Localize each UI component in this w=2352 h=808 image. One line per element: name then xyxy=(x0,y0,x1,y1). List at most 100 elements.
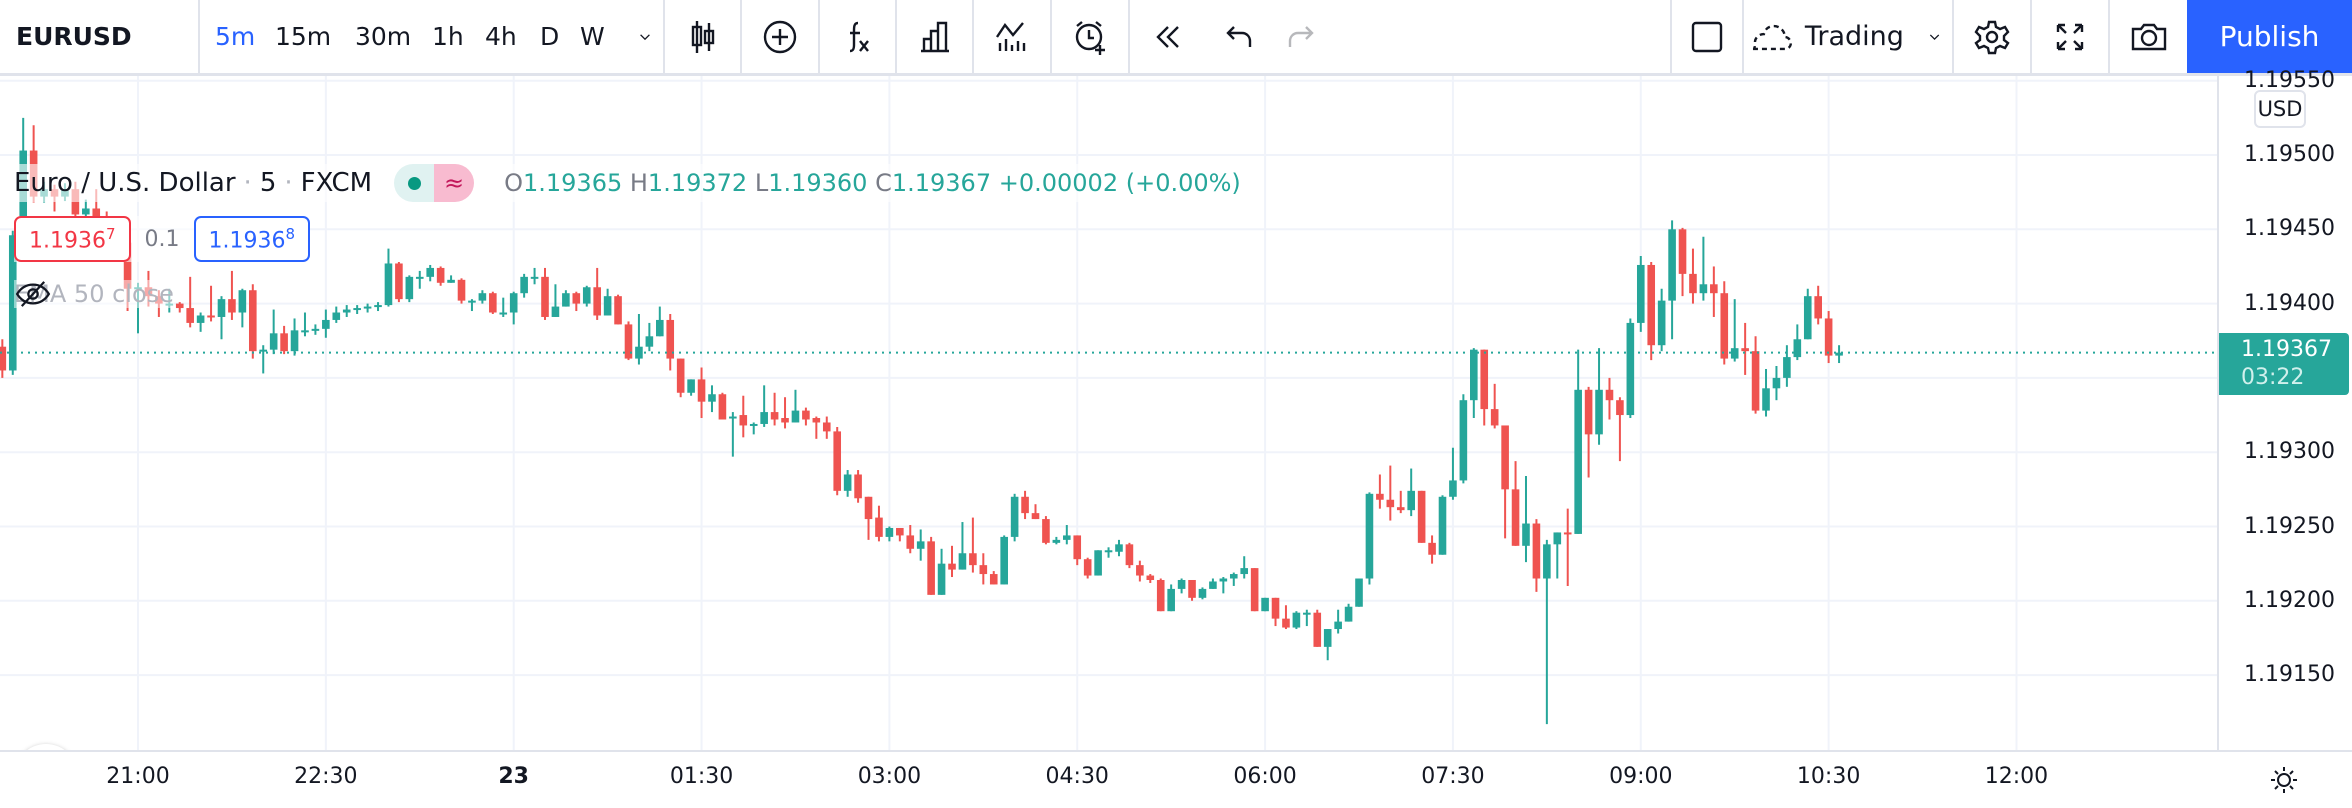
candle-body xyxy=(1501,425,1509,490)
candle-body xyxy=(196,315,205,323)
price-tick-label: 1.19200 xyxy=(2244,587,2335,613)
divider xyxy=(198,0,200,73)
publish-button[interactable]: Publish xyxy=(2187,0,2352,73)
candle-body xyxy=(708,394,716,402)
compare-icon[interactable] xyxy=(974,0,1050,73)
candle-body xyxy=(593,287,601,316)
market-status-badge[interactable]: ≈ xyxy=(394,164,475,202)
camera-icon[interactable] xyxy=(2110,0,2187,73)
candle-body xyxy=(1052,539,1061,543)
candle-body xyxy=(1417,490,1426,543)
ohlc-values: O1.19365 H1.19372 L1.19360 C1.19367 +0.0… xyxy=(504,169,1241,197)
candle-body xyxy=(395,263,403,300)
buy-button[interactable]: 1.19368 xyxy=(193,216,311,263)
currency-button[interactable]: USD xyxy=(2254,90,2306,128)
divider xyxy=(2030,0,2032,73)
candle-body xyxy=(948,563,956,570)
candle-body xyxy=(1042,519,1050,543)
candle-body xyxy=(1730,348,1739,359)
interval-4h[interactable]: 4h xyxy=(485,22,517,51)
time-tick-label: 12:00 xyxy=(1984,764,2049,789)
candle-body xyxy=(1751,351,1760,411)
time-axis[interactable]: 21:00 22:30 23 01:30 03:00 04:30 06:00 07:30 09:… xyxy=(0,750,2352,808)
candle-body xyxy=(1459,400,1468,481)
symbol-search-button[interactable]: EURUSD xyxy=(16,22,132,51)
candle-body xyxy=(1710,284,1718,294)
candle-body xyxy=(739,415,748,426)
candle-body xyxy=(259,349,268,352)
time-tick-label: 07:30 xyxy=(1421,764,1485,789)
candle-body xyxy=(572,293,581,304)
layout-menu-button[interactable]: Trading xyxy=(1745,0,1945,73)
candle-body xyxy=(1209,581,1217,589)
candle-body xyxy=(1177,579,1186,589)
tradingview-logo-icon[interactable] xyxy=(14,744,78,750)
divider xyxy=(818,0,820,73)
candle-body xyxy=(1678,229,1687,274)
candle-body xyxy=(916,541,925,549)
interval-5m[interactable]: 5m xyxy=(215,22,256,51)
candle-body xyxy=(1156,579,1165,612)
candle-body xyxy=(1188,579,1196,598)
sun-icon[interactable] xyxy=(2268,764,2300,796)
layout-square-icon[interactable] xyxy=(1672,0,1742,73)
bar-chart-icon[interactable] xyxy=(897,0,972,73)
candle-body xyxy=(1240,568,1249,575)
legend-interval: 5 xyxy=(259,168,277,198)
candle-body xyxy=(989,574,998,585)
candle-body xyxy=(697,379,706,402)
candle-body xyxy=(8,235,17,371)
divider xyxy=(1050,0,1052,73)
candlestick-icon[interactable] xyxy=(665,0,740,73)
undo-icon[interactable] xyxy=(1205,0,1275,73)
divider xyxy=(740,0,742,73)
candle-body xyxy=(1136,565,1144,576)
candle-body xyxy=(405,276,414,300)
fx-icon[interactable] xyxy=(820,0,895,73)
redo-icon[interactable] xyxy=(1265,0,1335,73)
candle-body xyxy=(979,565,988,575)
interval-15m[interactable]: 15m xyxy=(275,22,332,51)
candle-body xyxy=(186,308,194,323)
gear-icon[interactable] xyxy=(1954,0,2030,73)
candle-body xyxy=(1616,400,1624,416)
candle-body xyxy=(123,242,132,289)
price-tick-label: 1.19150 xyxy=(2244,662,2335,688)
market-open-dot-icon xyxy=(394,164,435,202)
candle-body xyxy=(1010,496,1019,537)
candle-body xyxy=(1104,550,1113,553)
candle-body xyxy=(238,290,247,313)
candle-body xyxy=(927,541,935,595)
interval-30m[interactable]: 30m xyxy=(355,22,412,51)
time-tick-label: 21:00 xyxy=(106,764,170,789)
replay-icon[interactable] xyxy=(1130,0,1205,73)
candle-body xyxy=(82,208,90,215)
time-tick-label: 09:00 xyxy=(1609,764,1673,789)
interval-dropdown-chevron-icon[interactable] xyxy=(630,0,660,73)
candle-body xyxy=(1574,389,1582,534)
fullscreen-icon[interactable] xyxy=(2032,0,2108,73)
time-tick-label: 23 xyxy=(498,764,529,789)
candle-body xyxy=(1396,507,1405,511)
add-indicator-icon[interactable] xyxy=(742,0,818,73)
interval-1h[interactable]: 1h xyxy=(432,22,464,51)
sell-button[interactable]: 1.19367 xyxy=(14,216,131,263)
candle-body xyxy=(1438,496,1447,555)
candle-body xyxy=(1229,574,1238,579)
chart-pane[interactable]: Euro / U.S. Dollar · 5 · FXCM ≈ O1.19365… xyxy=(0,76,2217,750)
candle-body xyxy=(92,208,101,218)
price-tick-label: 1.19400 xyxy=(2244,290,2335,316)
price-axis[interactable]: 1.19550 1.19500 1.19450 1.19400 1.19300 1.192… xyxy=(2217,68,2352,750)
candle-body xyxy=(1543,544,1551,579)
candle-body xyxy=(551,306,560,317)
candle-body xyxy=(1835,352,1843,356)
candle-body xyxy=(499,312,508,315)
candle-body xyxy=(478,293,487,301)
eye-off-icon[interactable] xyxy=(14,280,52,308)
candle-body xyxy=(1595,389,1603,435)
alert-icon[interactable] xyxy=(1052,0,1128,73)
interval-W[interactable]: W xyxy=(580,22,605,51)
candle-body xyxy=(353,308,361,311)
price-tick-label: 1.19550 xyxy=(2244,67,2335,93)
interval-D[interactable]: D xyxy=(540,22,560,51)
